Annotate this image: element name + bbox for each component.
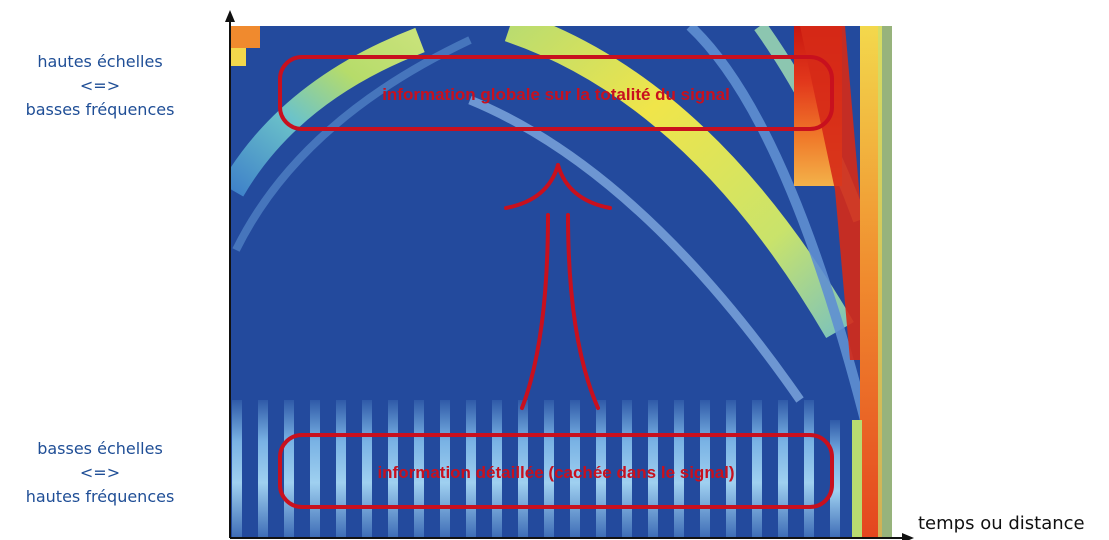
top-annotation-text: information globale sur la totalité du s… [382,85,730,104]
high-scales-label: hautes échelles <=> basses fréquences [0,50,200,122]
arc-left [230,27,425,197]
axes [225,10,914,540]
arc-faint-left [232,36,472,252]
detail-bars [232,400,840,538]
edge-band-rim [878,26,892,538]
x-axis-label: temps ou distance [918,513,1085,534]
corner-hotspot-fade [230,48,246,66]
edge-band-core [800,26,862,360]
arrow-head-right [556,163,612,210]
detail-bar-bright [852,420,862,538]
arc-faint-inner [468,95,804,403]
arc-right [504,26,854,339]
x-axis-arrowhead [902,533,914,540]
bottom-annotation-text: information détaillée (cachée dans le si… [377,463,734,482]
arrow-head-left [504,163,560,210]
low-scales-label: basses échelles <=> hautes fréquences [0,437,200,509]
edge-band-far [860,26,882,538]
low-scales-line-2: <=> [79,463,121,482]
high-scales-line-2: <=> [79,76,121,95]
high-scales-line-1: hautes échelles [37,52,163,71]
arrow-left-stroke [520,213,550,410]
upward-arrow [504,163,612,410]
y-axis-arrowhead [225,10,235,22]
arrow-right-stroke [566,213,600,410]
high-scales-line-3: basses fréquences [25,100,175,119]
low-scales-line-3: hautes fréquences [25,487,175,506]
bottom-annotation-box [278,433,834,509]
top-annotation-box [278,55,834,131]
corner-hotspot [230,26,260,48]
low-scales-line-1: basses échelles [37,439,163,458]
